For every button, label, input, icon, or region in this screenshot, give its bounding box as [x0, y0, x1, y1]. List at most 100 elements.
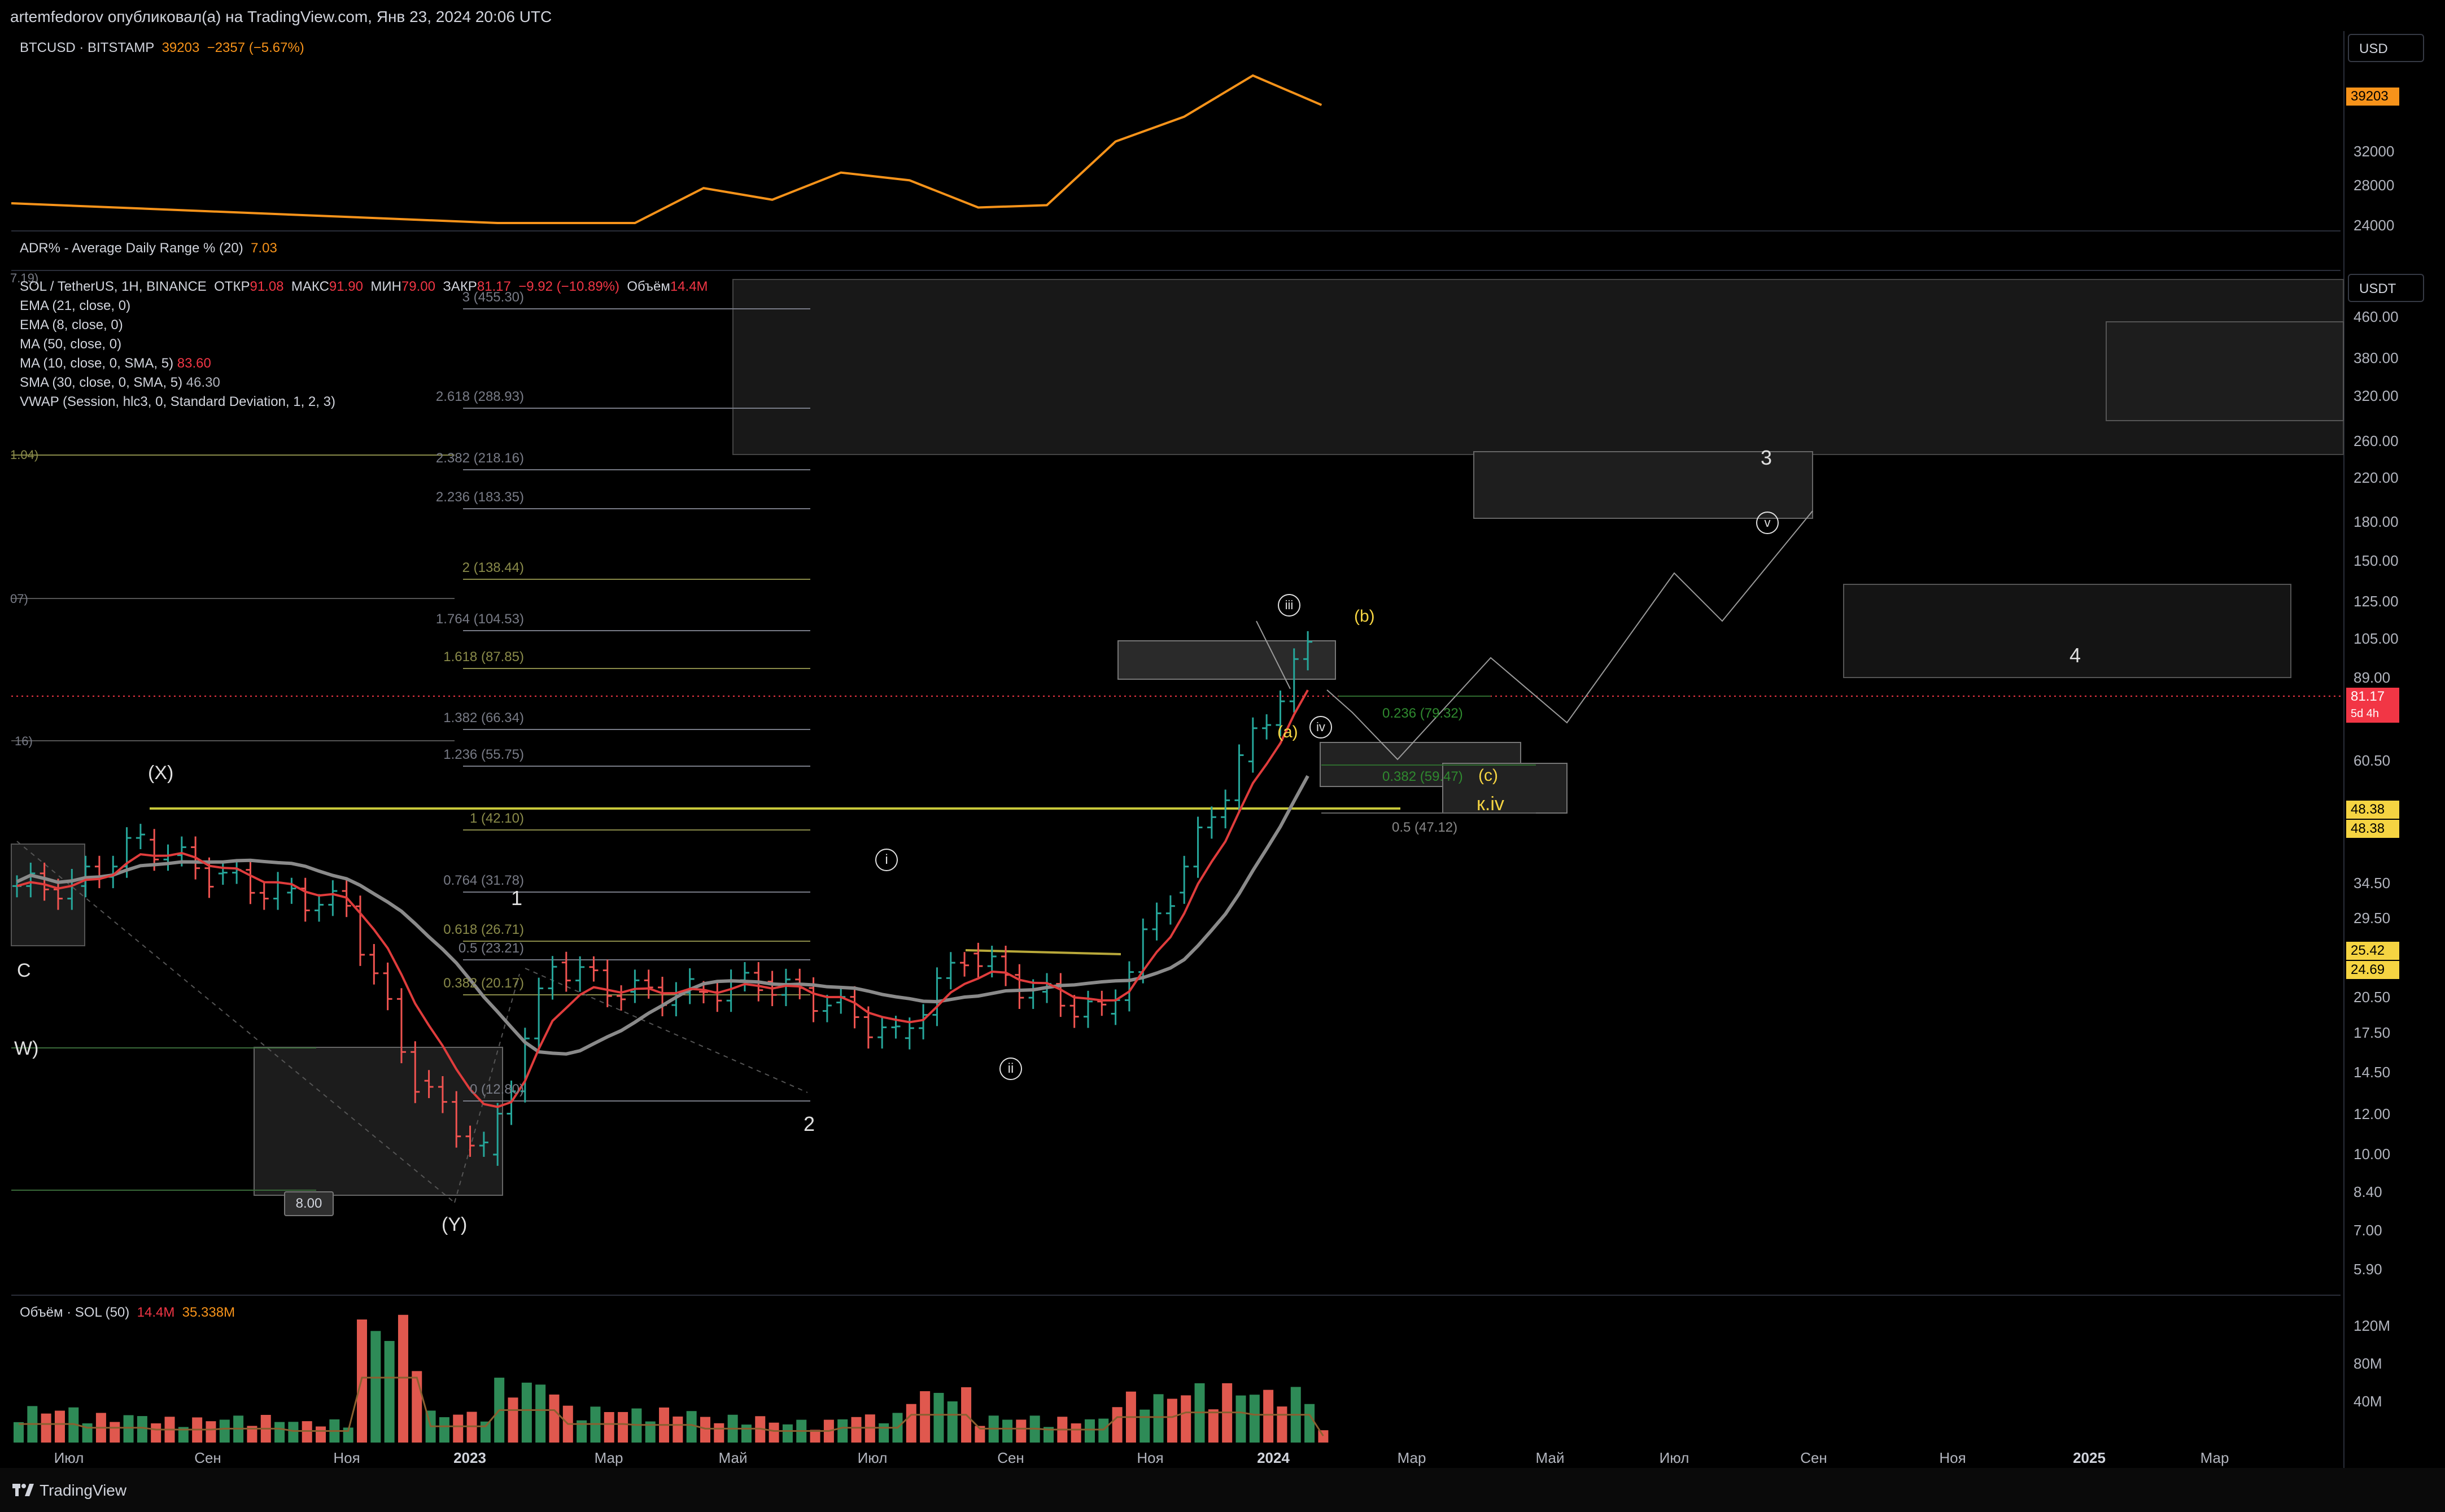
candle: [438, 1076, 447, 1113]
btc-price-tag: 39203: [2346, 88, 2399, 106]
fib-small-label: 0.382 (59.47): [1382, 769, 1463, 784]
volume-bar: [1249, 1395, 1260, 1443]
wave-label-w: W): [14, 1038, 39, 1059]
candle: [465, 1125, 475, 1157]
sol-tick: 34.50: [2354, 875, 2391, 892]
candle: [932, 967, 942, 1026]
candle: [383, 962, 392, 1011]
footer: TradingView: [0, 1468, 2445, 1512]
volume-legend: Объём · SOL (50) 14.4M 35.338M: [20, 1305, 235, 1320]
volume-bar: [206, 1421, 216, 1443]
volume-label: Объём · SOL (50): [20, 1305, 130, 1320]
volume-bar: [288, 1422, 299, 1443]
candle: [273, 872, 283, 910]
volume-bar: [645, 1421, 656, 1443]
wave-label-a: (a): [1277, 723, 1298, 741]
indicator-row[interactable]: MA (50, close, 0): [20, 337, 122, 352]
time-axis-label: 2023: [453, 1449, 486, 1466]
volume-bar: [1071, 1423, 1081, 1443]
volume-bar: [851, 1417, 862, 1443]
candle: [287, 877, 296, 904]
left-box: [11, 844, 85, 946]
sol-tick: 14.50: [2354, 1064, 2391, 1081]
candle: [1234, 744, 1244, 812]
btc-tick: 24000: [2354, 217, 2395, 234]
volume-bar: [110, 1422, 120, 1443]
wave-label-1: 1: [511, 886, 523, 910]
fib-level-label: 3 (455.30): [462, 290, 524, 305]
candle: [1056, 973, 1066, 1017]
btc-tick: 32000: [2354, 143, 2395, 160]
volume-bar: [906, 1404, 916, 1443]
tradingview-logo-icon: [12, 1484, 34, 1496]
sol-yellow-tag: 25.42: [2346, 942, 2399, 960]
clipped-label: 1.04): [10, 448, 39, 462]
fib-extension-group: [463, 308, 810, 1102]
volume-bar: [673, 1416, 683, 1443]
fib-level-label: 1.236 (55.75): [443, 747, 524, 762]
volume-bar: [370, 1331, 381, 1443]
indicator-row[interactable]: MA (10, close, 0, SMA, 5) 83.60: [20, 356, 211, 371]
volume-bar: [219, 1419, 230, 1443]
publisher-header: artemfedorov опубликовал(а) на TradingVi…: [0, 0, 2445, 34]
sol-symbol: SOL / TetherUS, 1H, BINANCE: [20, 279, 207, 294]
indicator-row[interactable]: SMA (30, close, 0, SMA, 5) 46.30: [20, 375, 220, 390]
trendline-dashed: [454, 973, 520, 1203]
indicator-row[interactable]: EMA (21, close, 0): [20, 298, 131, 313]
candle: [300, 877, 310, 922]
indicator-row[interactable]: VWAP (Session, hlc3, 0, Standard Deviati…: [20, 394, 335, 409]
volume-bars: [14, 1314, 1329, 1443]
fib-level-label: 0.764 (31.78): [443, 873, 524, 888]
btc-price-line: [11, 74, 1322, 224]
sol-currency-button[interactable]: USDT: [2348, 274, 2424, 302]
projection-path: [1326, 510, 1813, 761]
sol-price-tag: 81.17: [2346, 688, 2399, 706]
fib-level-label: 1.764 (104.53): [435, 611, 524, 627]
volume-bar: [879, 1423, 889, 1443]
candle: [218, 862, 228, 885]
wave-label-c: C: [17, 960, 31, 981]
wave-label-k-iv: к.iv: [1477, 793, 1504, 815]
volume-bar: [947, 1401, 958, 1443]
volume-bar: [274, 1422, 285, 1443]
wave-label-circled-v: v: [1756, 512, 1779, 534]
volume-bar: [137, 1416, 147, 1443]
candle: [602, 959, 612, 1007]
sol-tick: 220.00: [2354, 469, 2399, 486]
candle: [479, 1131, 488, 1157]
time-axis-label: Ноя: [333, 1449, 360, 1466]
consolidation-line: [965, 949, 1121, 955]
candle: [1165, 895, 1175, 925]
sol-tick: 380.00: [2354, 349, 2399, 366]
candle: [40, 862, 49, 901]
candle: [369, 944, 379, 985]
clipped-label: 07): [10, 592, 28, 606]
btc-change: −2357 (−5.67%): [207, 40, 304, 55]
btc-currency-button[interactable]: USD: [2348, 34, 2424, 62]
volume-panel-separator: [11, 1295, 2341, 1296]
volume-bar: [68, 1407, 79, 1443]
volume-bar: [837, 1419, 848, 1443]
candle: [204, 857, 214, 898]
time-axis-label: Мар: [1397, 1449, 1426, 1466]
candle: [1180, 855, 1189, 904]
volume-bar: [439, 1417, 449, 1443]
volume-bar: [577, 1420, 587, 1443]
volume-bar: [1112, 1407, 1123, 1443]
sol-tick: 5.90: [2354, 1261, 2382, 1278]
sol-yellow-tag: 48.38: [2346, 801, 2399, 819]
indicator-row[interactable]: EMA (8, close, 0): [20, 317, 123, 333]
wave-label-y: (Y): [442, 1214, 468, 1235]
volume-bar: [1304, 1404, 1315, 1443]
time-axis-label: Май: [718, 1449, 748, 1466]
candle: [1207, 806, 1216, 839]
sol-tick: 8.40: [2354, 1183, 2382, 1200]
candle: [396, 988, 406, 1064]
time-axis-label: Мар: [2200, 1449, 2229, 1466]
wave-label-4: 4: [2069, 644, 2081, 667]
time-axis-label: Ноя: [1939, 1449, 1966, 1466]
sol-tick: 12.00: [2354, 1105, 2391, 1122]
volume-bar: [41, 1413, 51, 1443]
fib-level-label: 1.382 (66.34): [443, 710, 524, 726]
